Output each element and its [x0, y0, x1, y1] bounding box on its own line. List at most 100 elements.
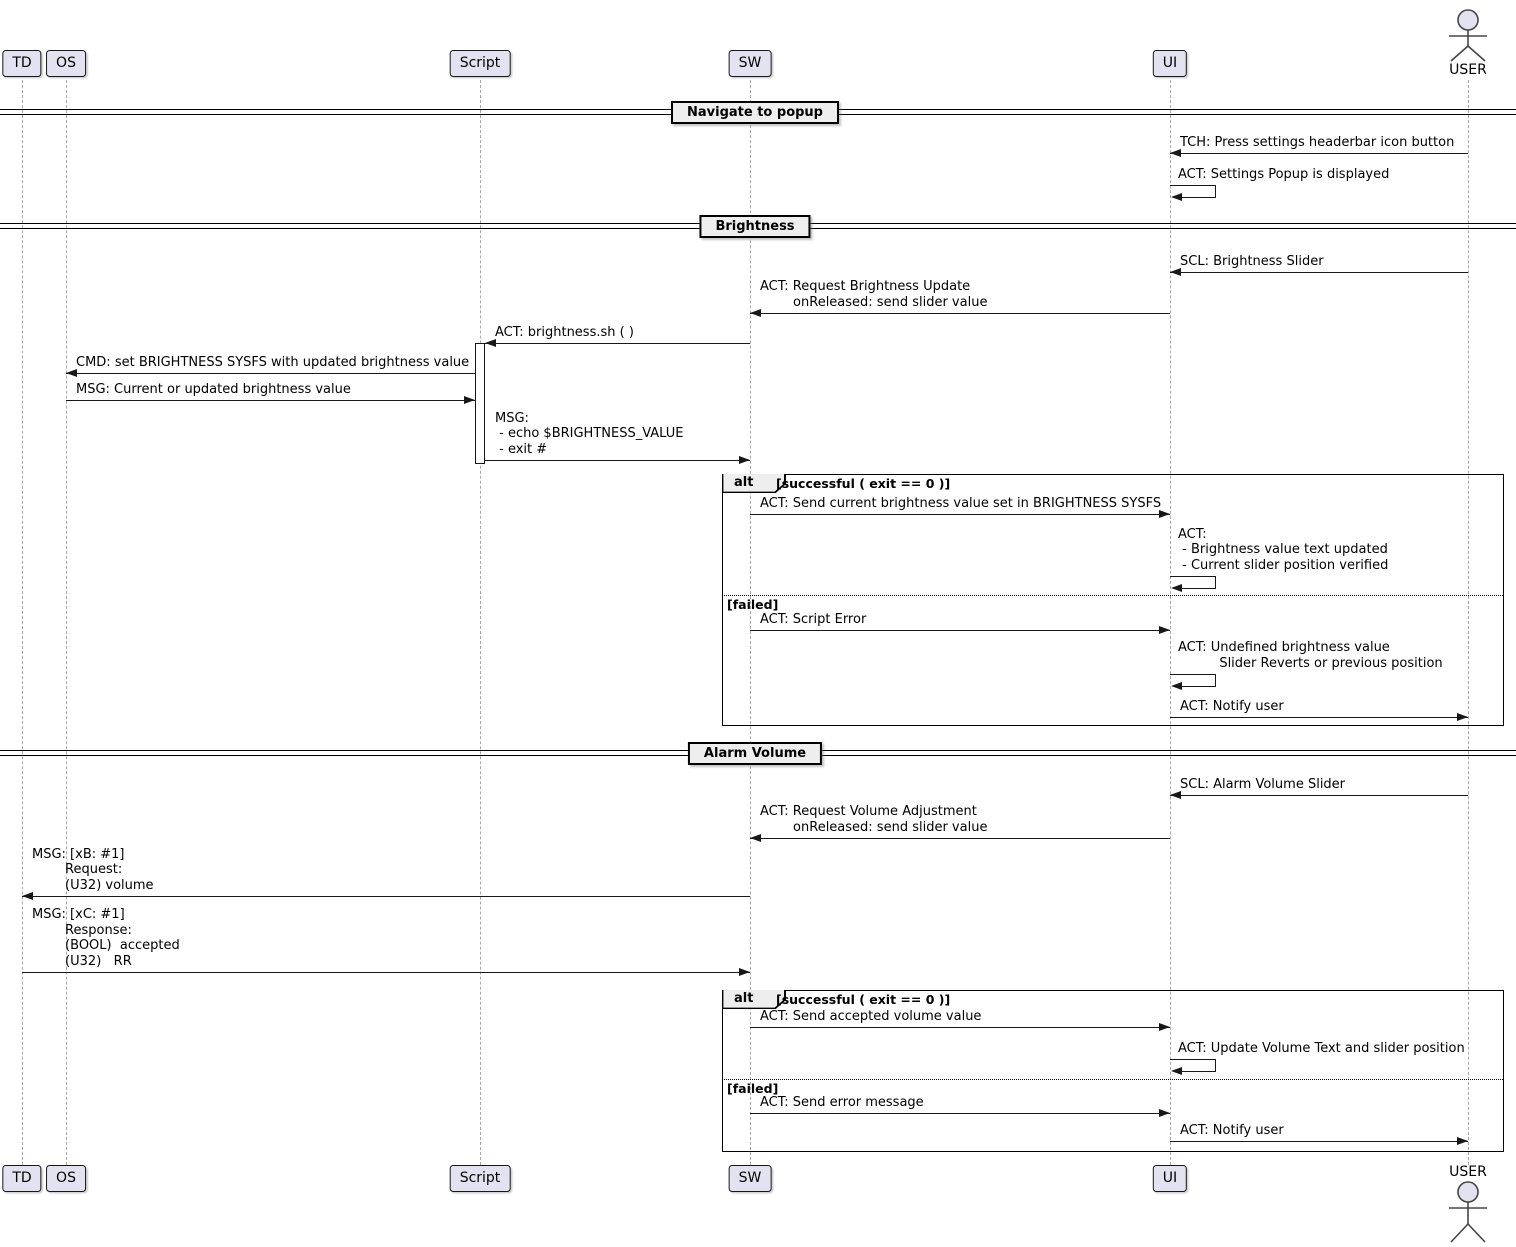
self-message-right-line: [1215, 674, 1216, 686]
participant-sw-bottom: SW: [728, 1165, 772, 1192]
message-text-line: (U32) volume: [32, 877, 154, 893]
message-label: ACT: Notify user: [1180, 699, 1284, 715]
message-text-line: (U32) RR: [32, 953, 132, 969]
message-line: [1170, 795, 1468, 796]
message-line: [485, 460, 750, 461]
alt-frame-1: [722, 990, 1504, 1152]
participant-ui-top: UI: [1152, 50, 1188, 77]
message-arrowhead: [1170, 149, 1181, 157]
self-message-top-line: [1170, 185, 1215, 186]
section-divider-2: Alarm Volume: [687, 742, 823, 765]
user-actor-figure-top-part: [1450, 45, 1469, 62]
self-message-label: ACT: - Brightness value text updated - C…: [1178, 527, 1388, 574]
message-text-line: onReleased: send slider value: [760, 294, 988, 310]
alt-frame-tab-fill: [723, 990, 785, 1008]
message-text-line: Slider Reverts or previous position: [1178, 655, 1443, 671]
message-text-line: - echo $BRIGHTNESS_VALUE: [495, 426, 684, 441]
self-message-top-line: [1170, 674, 1215, 675]
user-actor-figure-top-part: [1467, 45, 1486, 62]
self-message-label: ACT: Undefined brightness value Slider R…: [1178, 640, 1443, 671]
self-message-bottom-line: [1180, 686, 1216, 687]
message-text-line: MSG:: [495, 410, 529, 426]
alt-else-separator: [722, 595, 1503, 596]
self-message-right-line: [1215, 185, 1216, 197]
message-text-line: SCL: Alarm Volume Slider: [1180, 776, 1346, 792]
message-arrowhead: [739, 968, 750, 976]
message-line: [750, 514, 1170, 515]
message-arrowhead: [485, 339, 496, 347]
message-arrowhead: [1159, 1109, 1170, 1117]
message-text-line: ACT: Send current brightness value set i…: [760, 495, 1162, 511]
user-actor-figure-bottom-part: [1457, 1181, 1479, 1203]
alt-else-label: [failed]: [727, 597, 779, 612]
message-line: [750, 313, 1170, 314]
message-arrowhead: [739, 456, 750, 464]
message-text-line: MSG: Current or updated brightness value: [76, 381, 351, 397]
participant-script-bottom: Script: [449, 1165, 511, 1192]
lifeline-os: [65, 80, 67, 1165]
message-arrowhead: [1159, 626, 1170, 634]
message-arrowhead: [1170, 791, 1181, 799]
message-label: ACT: Send accepted volume value: [760, 1009, 981, 1025]
user-actor-figure-bottom: [1449, 1181, 1487, 1243]
message-arrowhead: [1170, 268, 1181, 276]
message-line: [1170, 1141, 1468, 1142]
alt-guard-label: [successful ( exit == 0 )]: [776, 476, 951, 491]
message-label: ACT: Script Error: [760, 612, 866, 628]
message-line: [22, 972, 750, 973]
message-line: [750, 838, 1170, 839]
self-message-top-line: [1170, 576, 1215, 577]
participant-sw-top: SW: [728, 50, 772, 77]
message-text-line: ACT: Undefined brightness value: [1178, 640, 1390, 655]
message-text-line: (BOOL) accepted: [32, 938, 180, 953]
message-label: TCH: Press settings headerbar icon butto…: [1180, 135, 1454, 151]
message-label: ACT: Request Brightness Update onRelease…: [760, 279, 987, 310]
message-text-line: MSG: [xC: #1]: [32, 907, 125, 922]
self-message-arrowhead: [1171, 192, 1182, 201]
message-label: MSG: [xC: #1] Response: (BOOL) accepted …: [32, 907, 180, 969]
message-label: MSG: [xB: #1] Request: (U32) volume: [32, 847, 154, 894]
lifeline-td: [21, 80, 23, 1165]
participant-user-label-bottom: USER: [1449, 1164, 1487, 1180]
message-text-line: ACT: Script Error: [760, 611, 867, 627]
message-text-line: ACT: Settings Popup is displayed: [1178, 166, 1390, 182]
participant-td-top: TD: [2, 50, 42, 77]
message-text-line: Request:: [32, 862, 123, 877]
self-message-right-line: [1215, 1059, 1216, 1071]
message-text-line: - Current slider position verified: [1178, 557, 1389, 573]
alt-operator-label: alt: [734, 475, 754, 490]
participant-script-top: Script: [449, 50, 511, 77]
message-arrowhead: [1159, 510, 1170, 518]
message-text-line: - exit #: [495, 441, 548, 457]
user-actor-figure-top: [1449, 9, 1487, 62]
message-arrowhead: [1457, 1137, 1468, 1145]
message-arrowhead: [66, 369, 77, 377]
lifeline-user: [1467, 80, 1469, 1165]
message-arrowhead: [22, 892, 33, 900]
message-label: SCL: Alarm Volume Slider: [1180, 777, 1345, 793]
activation-bar-script: [475, 343, 485, 464]
message-text-line: CMD: set BRIGHTNESS SYSFS with updated b…: [76, 354, 470, 370]
alt-frame-0: [722, 474, 1504, 726]
message-text-line: - Brightness value text updated: [1178, 542, 1388, 557]
message-label: MSG: - echo $BRIGHTNESS_VALUE - exit #: [495, 411, 684, 458]
alt-frame-tab-fill: [723, 474, 785, 492]
user-actor-figure-top-part: [1457, 9, 1479, 31]
self-message-right-line: [1215, 576, 1216, 588]
message-text-line: Response:: [32, 922, 132, 938]
section-divider-1: Brightness: [699, 215, 811, 238]
lifeline-sw: [749, 80, 751, 1165]
message-text-line: ACT: Request Volume Adjustment: [760, 804, 977, 819]
message-arrowhead: [1457, 713, 1468, 721]
message-line: [66, 373, 475, 374]
participant-ui-bottom: UI: [1152, 1165, 1188, 1192]
message-arrowhead: [750, 834, 761, 842]
message-line: [1170, 272, 1468, 273]
message-line: [750, 1027, 1170, 1028]
message-line: [485, 343, 750, 344]
message-line: [750, 630, 1170, 631]
message-text-line: ACT: Send error message: [760, 1094, 924, 1110]
self-message-bottom-line: [1180, 197, 1216, 198]
message-text-line: ACT: Notify user: [1180, 698, 1284, 714]
message-label: ACT: Notify user: [1180, 1123, 1284, 1139]
